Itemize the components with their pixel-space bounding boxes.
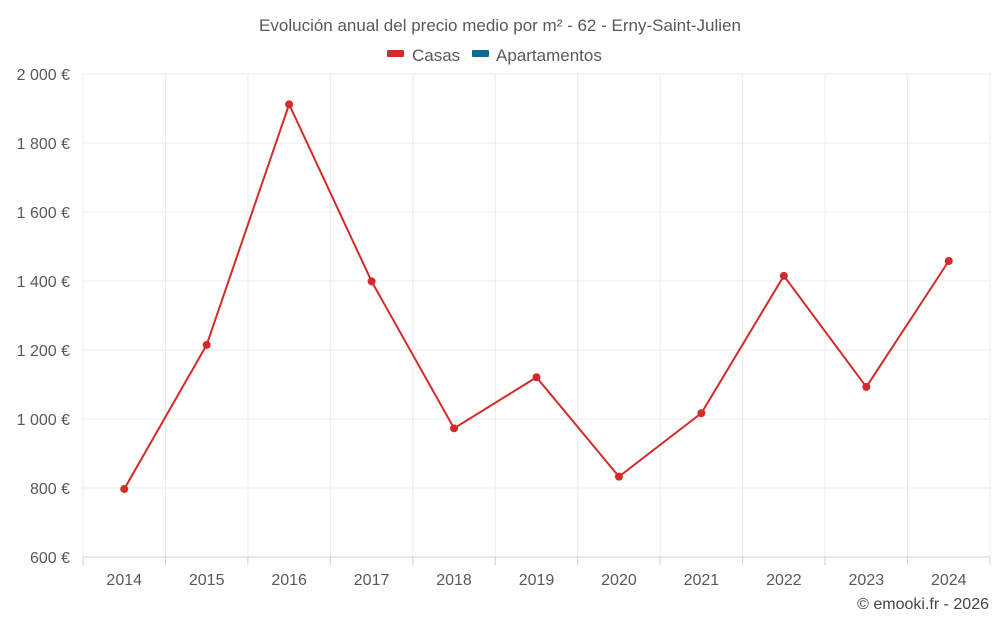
data-point-casas-2023[interactable] <box>862 382 871 391</box>
data-point-casas-2020[interactable] <box>614 472 623 481</box>
legend-item-casas[interactable]: Casas <box>387 46 460 65</box>
data-point-casas-2015[interactable] <box>202 340 211 349</box>
x-tick-label: 2018 <box>436 572 472 589</box>
x-tick-label: 2014 <box>106 572 142 589</box>
series-casas <box>120 100 953 494</box>
legend-swatch-casas <box>387 50 404 57</box>
x-tick-label: 2022 <box>766 572 802 589</box>
data-point-casas-2022[interactable] <box>779 271 788 280</box>
credit-text: © emooki.fr - 2026 <box>857 596 989 613</box>
x-tick-label: 2015 <box>189 572 225 589</box>
data-point-casas-2017[interactable] <box>367 277 376 286</box>
y-tick-label: 1 800 € <box>17 136 70 153</box>
x-tick-label: 2019 <box>519 572 555 589</box>
legend: Casas Apartamentos <box>387 46 602 65</box>
y-tick-label: 1 000 € <box>17 412 70 429</box>
x-tick-label: 2023 <box>849 572 885 589</box>
gridlines <box>82 73 991 565</box>
y-tick-label: 1 400 € <box>17 274 70 291</box>
y-tick-label: 600 € <box>30 550 70 567</box>
y-tick-label: 2 000 € <box>17 67 70 84</box>
data-point-casas-2019[interactable] <box>532 373 541 382</box>
x-tick-label: 2016 <box>271 572 307 589</box>
data-point-casas-2018[interactable] <box>450 424 459 433</box>
data-point-casas-2014[interactable] <box>120 485 129 494</box>
y-axis-labels: 600 € 800 € 1 000 € 1 200 € 1 400 € 1 600 € 1 … <box>17 67 70 567</box>
legend-item-apartamentos[interactable]: Apartamentos <box>472 46 602 65</box>
x-tick-label: 2020 <box>601 572 637 589</box>
data-point-casas-2021[interactable] <box>697 409 706 418</box>
data-point-casas-2024[interactable] <box>944 256 953 265</box>
data-point-casas-2016[interactable] <box>285 100 294 109</box>
x-tick-label: 2024 <box>931 572 967 589</box>
x-axis-labels: 2014 2015 2016 2017 2018 2019 2020 2021 2022 2023… <box>106 572 966 589</box>
legend-label-casas: Casas <box>412 46 460 65</box>
y-tick-label: 1 600 € <box>17 205 70 222</box>
chart-title: Evolución anual del precio medio por m² … <box>259 16 741 35</box>
x-tick-label: 2021 <box>684 572 720 589</box>
legend-label-apartamentos: Apartamentos <box>496 46 602 65</box>
y-tick-label: 1 200 € <box>17 343 70 360</box>
legend-swatch-apartamentos <box>472 50 489 57</box>
x-tick-label: 2017 <box>354 572 390 589</box>
y-tick-label: 800 € <box>30 481 70 498</box>
